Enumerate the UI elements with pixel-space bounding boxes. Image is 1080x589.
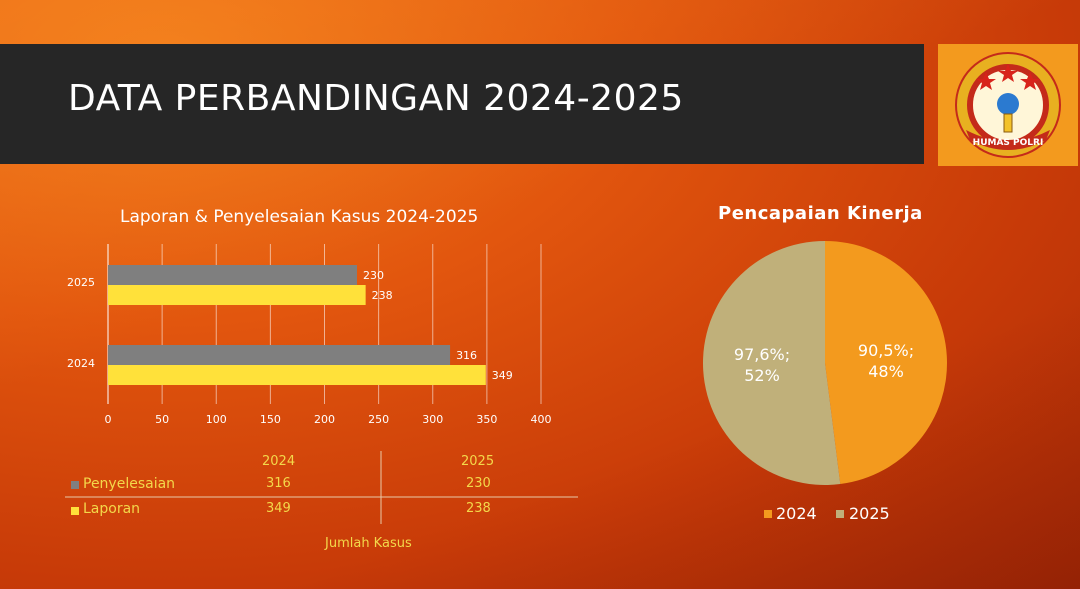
pie-slice-2024 (825, 241, 947, 485)
table-cell: 349 (266, 501, 291, 516)
x-tick-label: 100 (205, 413, 227, 426)
x-tick-label: 200 (314, 413, 335, 426)
pie-label-2024-line2: 48% (868, 362, 904, 381)
legend-swatch-penyelesaian (71, 481, 79, 489)
pie-label-2025-line2: 52% (744, 366, 780, 385)
bar-chart-title: Laporan & Penyelesaian Kasus 2024-2025 (120, 207, 479, 227)
x-tick-label: 300 (422, 413, 444, 426)
x-tick-label: 50 (155, 413, 170, 426)
title-bar (0, 44, 924, 164)
x-tick-label: 0 (104, 413, 112, 426)
x-tick-label: 400 (530, 413, 552, 426)
bar-penyelesaian-2024 (108, 345, 451, 365)
table-row-label-laporan: Laporan (83, 501, 141, 517)
table-cell: 316 (266, 476, 291, 491)
svg-text:HUMAS POLRI: HUMAS POLRI (973, 138, 1044, 148)
pie-label-2024-line1: 90,5%; (857, 341, 915, 360)
pie-legend-swatch-2024 (764, 510, 772, 518)
pie-label-2025-line1: 97,6%; (733, 345, 791, 364)
x-tick-label: 250 (368, 413, 390, 426)
page-title: DATA PERBANDINGAN 2024-2025 (68, 78, 684, 119)
pie-legend-label-2024: 2024 (776, 504, 817, 523)
data-label: 238 (372, 289, 393, 302)
bar-laporan-2025 (108, 285, 366, 305)
x-axis-label: Jumlah Kasus (325, 536, 412, 551)
pie-legend-swatch-2025 (836, 510, 844, 518)
x-tick-label: 150 (259, 413, 281, 426)
table-col-2024: 2024 (262, 454, 296, 469)
pie-label-2025: 97,6%; 52% (722, 344, 802, 386)
pie-slice-2025 (702, 241, 841, 485)
table-cell: 238 (466, 501, 491, 516)
legend-swatch-laporan (71, 507, 79, 515)
table-col-2025: 2025 (461, 454, 495, 469)
data-label: 230 (363, 269, 384, 282)
pie-chart-title: Pencapaian Kinerja (718, 203, 923, 224)
bar-penyelesaian-2025 (108, 265, 357, 285)
bar-laporan-2024 (108, 365, 486, 385)
humas-polri-logo: HUMAS POLRI (938, 44, 1078, 166)
pie-legend-label-2025: 2025 (849, 504, 890, 523)
category-label-2024: 2024 (67, 357, 95, 370)
data-label: 349 (492, 369, 513, 382)
x-tick-label: 350 (476, 413, 498, 426)
category-label-2025: 2025 (67, 276, 95, 289)
table-cell: 230 (466, 476, 491, 491)
pie-label-2024: 90,5%; 48% (846, 340, 926, 382)
data-label: 316 (456, 349, 477, 362)
logo-emblem-icon: HUMAS POLRI (955, 52, 1061, 158)
table-row-label-penyelesaian: Penyelesaian (83, 476, 176, 492)
